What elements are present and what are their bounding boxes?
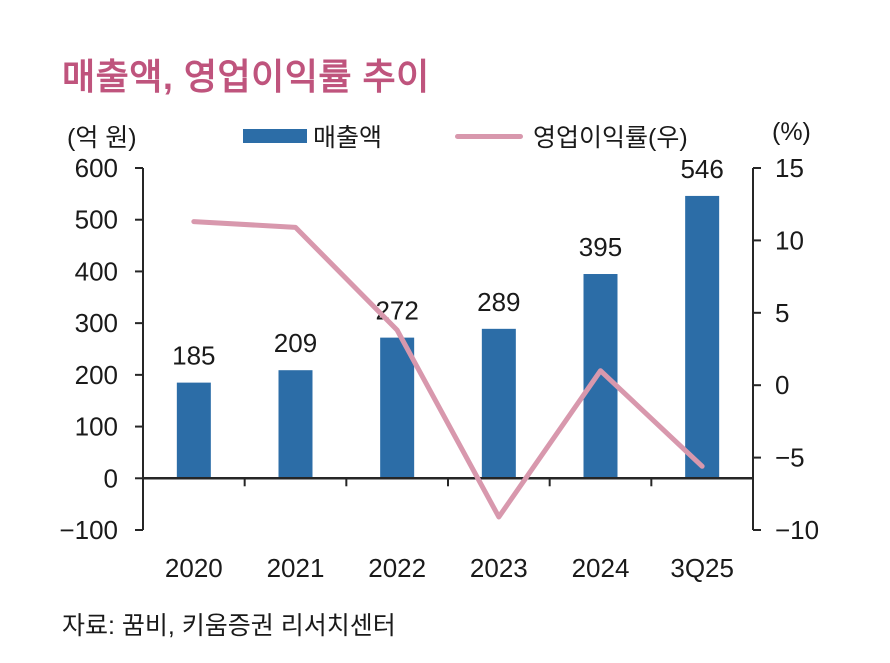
bar-2021 bbox=[278, 370, 313, 479]
source-note: 자료: 꿈비, 키움증권 리서치센터 bbox=[62, 612, 396, 640]
bar-2024 bbox=[583, 274, 618, 479]
x-label-3Q25: 3Q25 bbox=[670, 553, 734, 583]
x-label-2023: 2023 bbox=[470, 553, 528, 583]
x-label-2020: 2020 bbox=[165, 553, 223, 583]
bar-value-label-2022: 272 bbox=[375, 296, 418, 326]
bar-2022 bbox=[380, 337, 415, 479]
right-tick-label--5: −5 bbox=[775, 443, 805, 473]
left-tick-label--100: −100 bbox=[59, 515, 118, 545]
right-axis-unit: (%) bbox=[772, 118, 811, 146]
bar-2020 bbox=[176, 382, 211, 479]
left-tick-label-400: 400 bbox=[75, 256, 118, 286]
bar-2023 bbox=[481, 328, 516, 479]
revenue-legend-label: 매출액 bbox=[313, 124, 383, 152]
right-tick-label-15: 15 bbox=[775, 153, 804, 183]
right-tick-label--10: −10 bbox=[775, 515, 819, 545]
right-tick-label-10: 10 bbox=[775, 225, 804, 255]
chart-title: 매출액, 영업이익률 추이 bbox=[62, 56, 430, 97]
revenue-legend-swatch bbox=[243, 129, 307, 143]
left-tick-label-200: 200 bbox=[75, 360, 118, 390]
x-label-2024: 2024 bbox=[572, 553, 630, 583]
left-tick-label-500: 500 bbox=[75, 205, 118, 235]
margin-legend-label: 영업이익률(우) bbox=[533, 124, 688, 152]
x-label-2021: 2021 bbox=[267, 553, 325, 583]
bar-value-label-2024: 395 bbox=[579, 232, 622, 262]
right-tick-label-5: 5 bbox=[775, 298, 789, 328]
bar-value-label-3Q25: 546 bbox=[680, 154, 723, 184]
x-label-2022: 2022 bbox=[368, 553, 426, 583]
bar-value-label-2021: 209 bbox=[274, 328, 317, 358]
left-axis-unit: (억 원) bbox=[67, 124, 137, 152]
left-tick-label-0: 0 bbox=[104, 463, 118, 493]
left-tick-label-100: 100 bbox=[75, 412, 118, 442]
left-tick-label-600: 600 bbox=[75, 153, 118, 183]
margin-line bbox=[191, 219, 705, 520]
margin-legend-swatch bbox=[455, 134, 523, 139]
right-tick-label-0: 0 bbox=[775, 370, 789, 400]
left-tick-label-300: 300 bbox=[75, 308, 118, 338]
bar-value-label-2020: 185 bbox=[172, 341, 215, 371]
bar-value-label-2023: 289 bbox=[477, 287, 520, 317]
bar-3Q25 bbox=[685, 195, 720, 479]
